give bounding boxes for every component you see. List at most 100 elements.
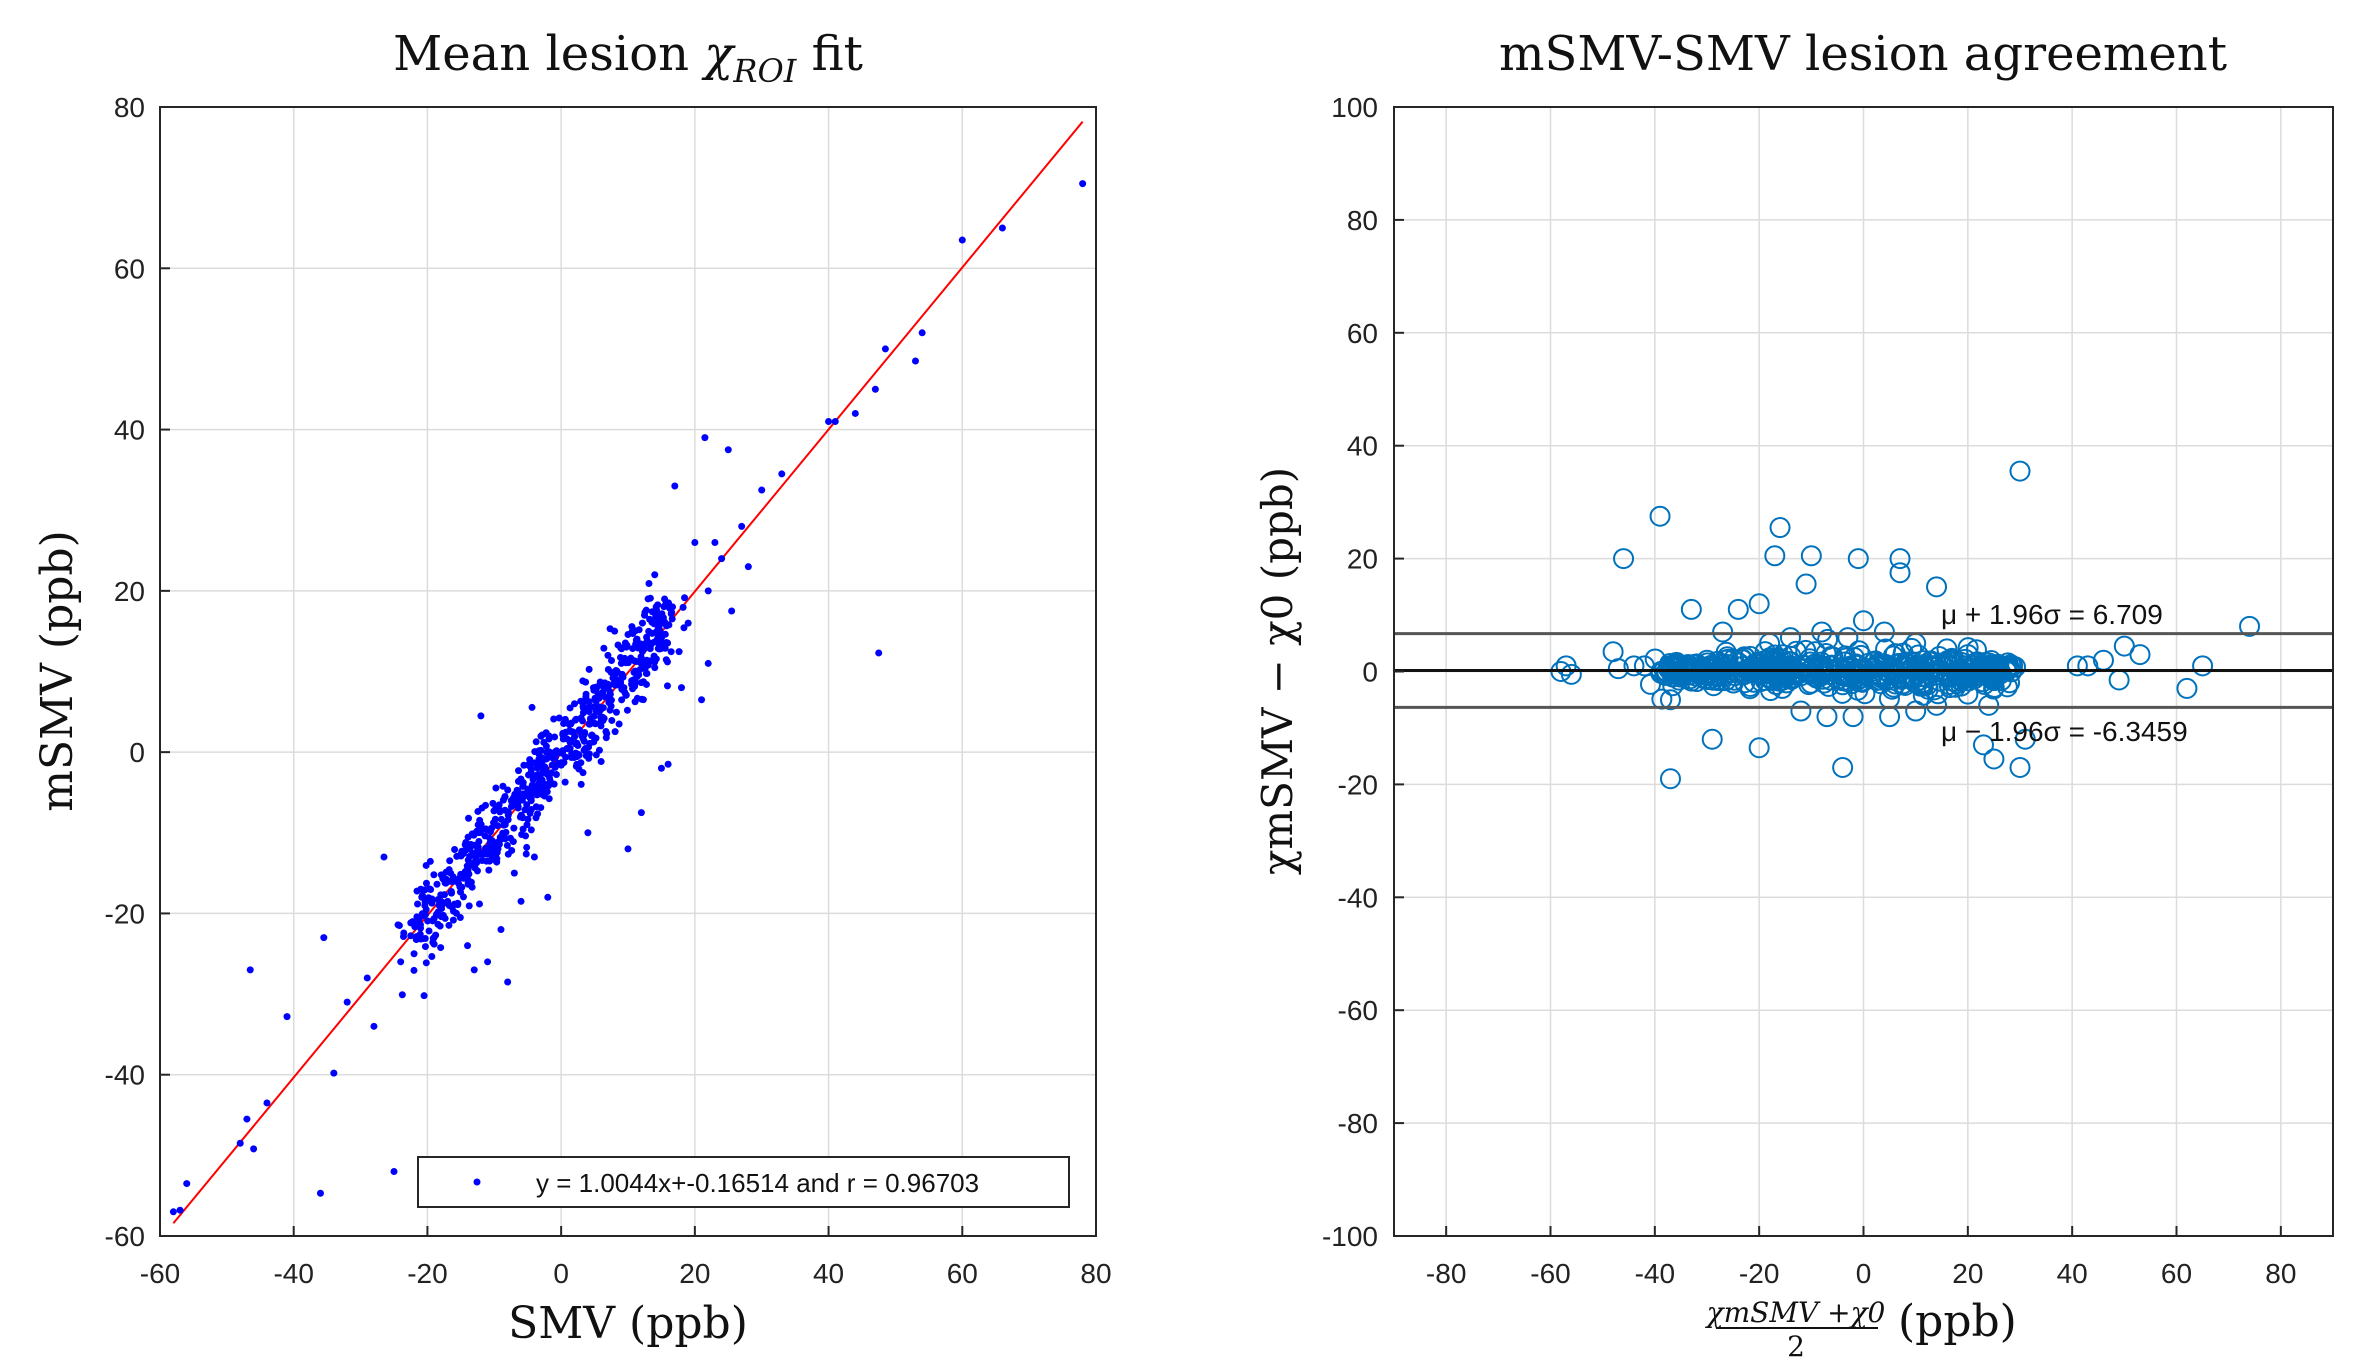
data-point — [1972, 734, 1994, 756]
data-point — [611, 728, 619, 736]
y-tick-label: -80 — [1338, 1108, 1378, 1139]
data-point — [590, 686, 598, 694]
data-point — [578, 717, 586, 725]
data-point — [176, 1206, 184, 1214]
data-point — [643, 669, 651, 677]
data-point — [1696, 656, 1718, 678]
data-point — [537, 732, 545, 740]
y-tick-label: 60 — [1347, 318, 1378, 349]
data-point — [1815, 643, 1837, 665]
data-point — [429, 938, 437, 946]
x-label-numerator: χmSMV +χ0 — [1705, 1296, 1886, 1329]
data-point — [380, 853, 388, 861]
data-point — [778, 470, 786, 478]
data-point — [578, 732, 586, 740]
data-point — [577, 780, 585, 788]
data-point — [1894, 652, 1916, 674]
data-point — [343, 998, 351, 1006]
data-point — [604, 680, 612, 688]
data-point — [728, 607, 736, 615]
data-point — [473, 847, 481, 855]
legend-box — [417, 1156, 1070, 1208]
data-point — [911, 357, 919, 365]
data-point — [582, 693, 590, 701]
data-point — [1817, 628, 1839, 650]
data-point — [445, 866, 453, 874]
data-point — [459, 893, 467, 901]
data-point — [665, 621, 673, 629]
data-point — [701, 434, 709, 442]
data-point — [503, 841, 511, 849]
data-point — [501, 835, 509, 843]
data-point — [493, 822, 501, 830]
data-point — [1649, 505, 1671, 527]
data-point — [470, 966, 478, 974]
data-point — [664, 760, 672, 768]
data-point — [542, 783, 550, 791]
x-tick-label: 80 — [2265, 1258, 2296, 1289]
data-point — [605, 699, 613, 707]
x-tick-label: 80 — [1080, 1258, 1111, 1289]
data-point — [825, 418, 833, 426]
data-point — [513, 786, 521, 794]
data-point — [475, 838, 483, 846]
data-point — [524, 785, 532, 793]
data-point — [523, 843, 531, 851]
right-y-ticks: -100 -80 -60 -40 -20 0 20 40 60 80 100 — [1322, 92, 1404, 1252]
y-tick-label: 20 — [1347, 544, 1378, 575]
data-point — [551, 733, 559, 741]
data-point — [668, 608, 676, 616]
data-point — [561, 716, 569, 724]
data-point — [677, 684, 685, 692]
data-point — [758, 486, 766, 494]
data-point — [416, 921, 424, 929]
data-point — [517, 795, 525, 803]
data-point — [535, 780, 543, 788]
data-point — [622, 659, 630, 667]
data-point — [507, 797, 515, 805]
data-point — [1811, 621, 1833, 643]
data-point — [424, 917, 432, 925]
data-point — [418, 892, 426, 900]
data-point — [675, 648, 683, 656]
data-point — [527, 765, 535, 773]
data-point — [1790, 700, 1812, 722]
data-point — [1795, 573, 1817, 595]
data-point — [1680, 598, 1702, 620]
data-point — [691, 538, 699, 546]
data-point — [2129, 644, 2151, 666]
x-tick-label: 20 — [1952, 1258, 1983, 1289]
data-point — [542, 729, 550, 737]
data-point — [644, 661, 652, 669]
data-point — [580, 737, 588, 745]
data-point — [600, 644, 608, 652]
data-point — [420, 992, 428, 1000]
data-point — [1926, 694, 1948, 716]
data-point — [495, 801, 503, 809]
data-point — [2066, 655, 2088, 677]
data-point — [2009, 756, 2031, 778]
data-point — [645, 627, 653, 635]
data-point — [1889, 562, 1911, 584]
x-tick-label: 60 — [2161, 1258, 2192, 1289]
x-tick-label: -80 — [1426, 1258, 1466, 1289]
data-point — [612, 708, 620, 716]
data-point — [1847, 548, 1869, 570]
data-point — [394, 921, 402, 929]
data-point — [458, 847, 466, 855]
y-tick-label: 20 — [114, 576, 145, 607]
data-point — [875, 649, 883, 657]
data-point — [1764, 644, 1786, 666]
data-point — [492, 784, 500, 792]
data-point — [528, 703, 536, 711]
data-point — [2192, 655, 2214, 677]
data-point — [441, 914, 449, 922]
data-point — [881, 345, 889, 353]
data-point — [451, 845, 459, 853]
left-data-points — [169, 180, 1087, 1216]
data-point — [958, 236, 966, 244]
data-point — [1623, 655, 1645, 677]
data-point — [569, 728, 577, 736]
right-reference-lines — [1394, 632, 2333, 709]
